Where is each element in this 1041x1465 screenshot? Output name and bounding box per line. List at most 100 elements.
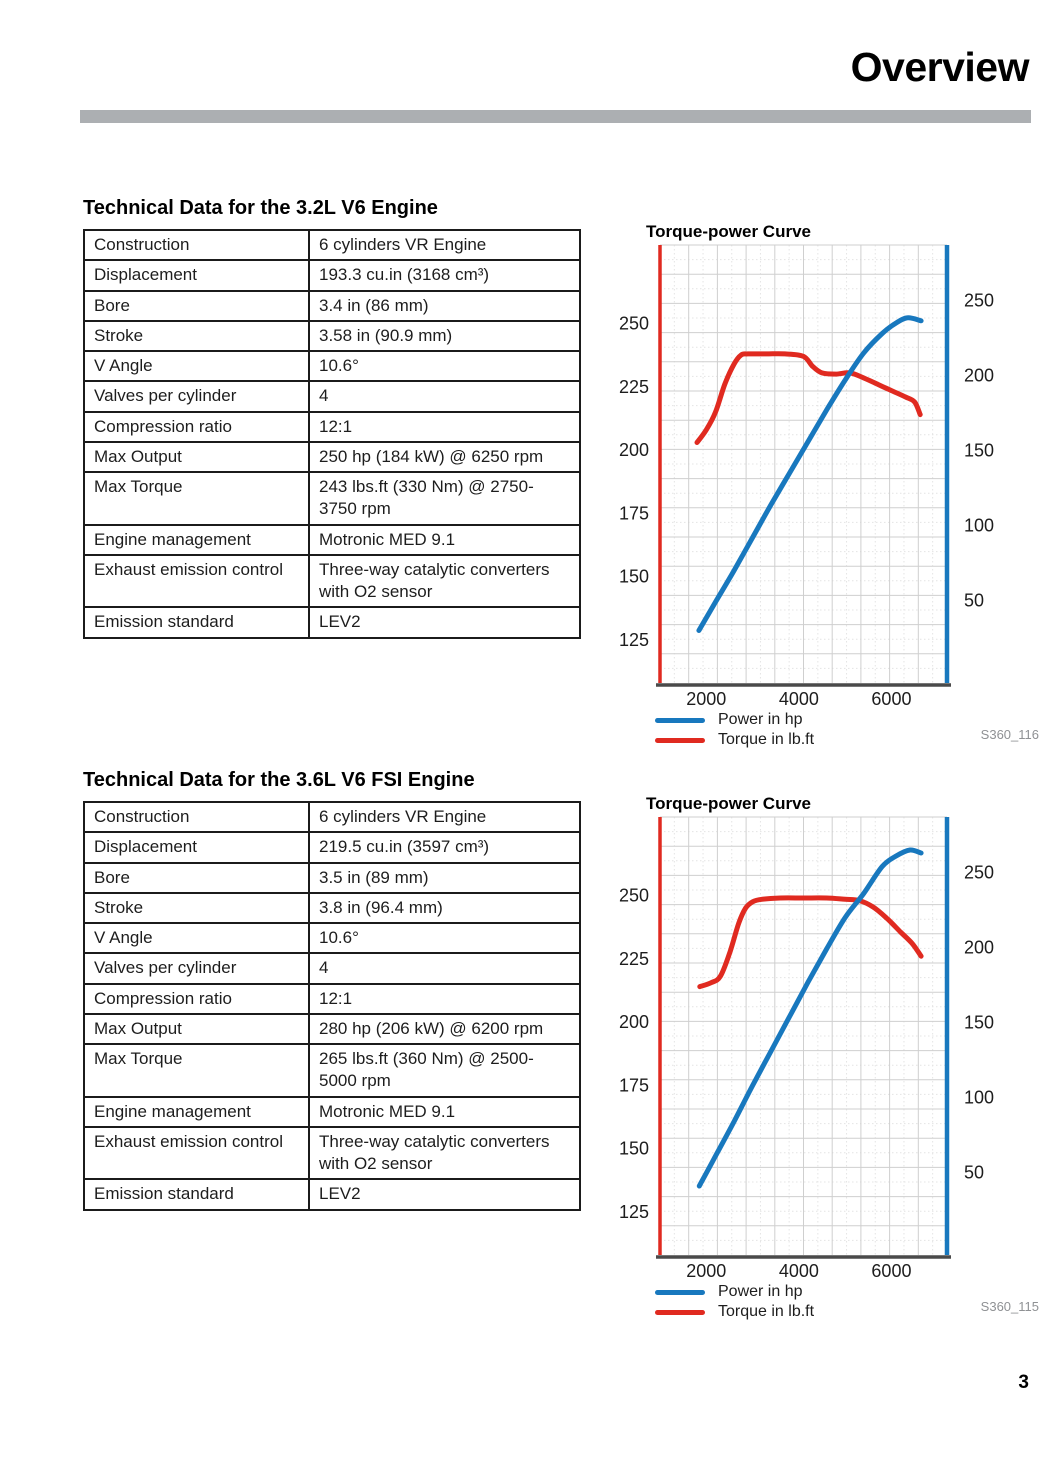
section-heading: Technical Data for the 3.6L V6 FSI Engin… <box>83 769 475 791</box>
chart-legend: Power in hp Torque in lb.ft <box>613 1282 1041 1322</box>
left-axis-tick: 125 <box>619 630 649 650</box>
legend-label: Power in hp <box>718 1283 803 1300</box>
right-axis-tick: 100 <box>964 1088 994 1108</box>
spec-table: Construction 6 cylinders VR Engine Displac… <box>83 800 581 1211</box>
table-row: Exhaust emission control Three-way cataly… <box>83 553 581 609</box>
spec-label: Bore <box>83 861 310 894</box>
spec-value: 280 hp (206 kW) @ 6200 rpm <box>308 1012 581 1046</box>
legend-item: Torque in lb.ft <box>655 730 1041 750</box>
x-axis-tick: 6000 <box>871 1261 911 1281</box>
torque-power-chart-3-6l: Torque-power Curve 250 225 200 175 150 125 250… <box>613 794 1041 1334</box>
spec-value: 6 cylinders VR Engine <box>308 228 581 262</box>
left-axis-tick: 175 <box>619 503 649 523</box>
spec-label: Compression ratio <box>83 410 310 443</box>
chart-footer: Power in hp Torque in lb.ft S360_115 <box>613 1282 1041 1334</box>
left-axis-tick: 150 <box>619 1139 649 1159</box>
section-3-6l-v6-fsi: Technical Data for the 3.6L V6 FSI Engin… <box>83 768 581 1211</box>
x-axis-tick: 4000 <box>779 689 819 709</box>
figure-code: S360_116 <box>980 727 1039 742</box>
chart-legend: Power in hp Torque in lb.ft <box>613 710 1041 750</box>
right-axis-tick: 150 <box>964 441 994 461</box>
chart-plot-area: 250 225 200 175 150 125 250 200 150 100 50 2000 4000… <box>613 814 1041 1282</box>
torque-power-chart-3-2l: Torque-power Curve 250 225 200 175 150 125 250… <box>613 222 1041 762</box>
legend-item: Power in hp <box>655 1282 1041 1302</box>
spec-value: 3.58 in (90.9 mm) <box>308 319 581 353</box>
spec-value: 3.4 in (86 mm) <box>308 289 581 322</box>
legend-label: Torque in lb.ft <box>718 1303 815 1320</box>
table-row: Stroke 3.8 in (96.4 mm) <box>83 891 581 925</box>
section-heading: Technical Data for the 3.2L V6 Engine <box>83 197 438 219</box>
legend-label: Power in hp <box>718 711 803 728</box>
table-row: Max Output 280 hp (206 kW) @ 6200 rpm <box>83 1012 581 1046</box>
legend-item: Torque in lb.ft <box>655 1302 1041 1322</box>
spec-label: Max Output <box>83 440 310 474</box>
table-row: V Angle 10.6° <box>83 350 581 383</box>
page-title: Overview <box>850 44 1030 90</box>
page-number: 3 <box>1018 1372 1029 1393</box>
table-row: Valves per cylinder 4 <box>83 380 581 413</box>
spec-value: 12:1 <box>308 982 581 1015</box>
left-axis-tick: 200 <box>619 1012 649 1032</box>
table-row: Compression ratio 12:1 <box>83 410 581 443</box>
spec-value: 243 lbs.ft (330 Nm) @ 2750-3750 rpm <box>308 471 581 526</box>
chart-title: Torque-power Curve <box>646 794 811 813</box>
power-curve <box>696 847 924 1189</box>
spec-value: 10.6° <box>308 350 581 383</box>
spec-label: Stroke <box>83 319 310 353</box>
right-axis-tick: 200 <box>964 366 994 386</box>
power-curve <box>696 315 924 633</box>
legend-swatch-power <box>655 1289 705 1295</box>
spec-value: 250 hp (184 kW) @ 6250 rpm <box>308 440 581 474</box>
right-axis-tick: 50 <box>964 591 984 611</box>
table-row: Engine management Motronic MED 9.1 <box>83 523 581 556</box>
spec-label: Construction <box>83 228 310 262</box>
spec-label: Engine management <box>83 523 310 556</box>
header-rule <box>80 110 1031 123</box>
spec-value: LEV2 <box>308 1178 581 1211</box>
spec-label: Exhaust emission control <box>83 1125 310 1181</box>
table-row: Displacement 219.5 cu.in (3597 cm³) <box>83 831 581 864</box>
spec-label: Max Torque <box>83 1043 310 1098</box>
spec-value: 193.3 cu.in (3168 cm³) <box>308 259 581 292</box>
table-row: Emission standard LEV2 <box>83 1178 581 1211</box>
spec-value: LEV2 <box>308 606 581 639</box>
spec-table-body: Construction 6 cylinders VR Engine Displac… <box>83 228 581 639</box>
spec-value: 4 <box>308 952 581 985</box>
legend-swatch-torque <box>655 1309 705 1315</box>
table-row: Displacement 193.3 cu.in (3168 cm³) <box>83 259 581 292</box>
x-axis-tick: 2000 <box>686 1261 726 1281</box>
table-row: Valves per cylinder 4 <box>83 952 581 985</box>
table-row: Construction 6 cylinders VR Engine <box>83 228 581 262</box>
spec-value: Motronic MED 9.1 <box>308 523 581 556</box>
left-axis-tick: 250 <box>619 313 649 333</box>
figure-code: S360_115 <box>980 1299 1039 1314</box>
spec-table-body: Construction 6 cylinders VR Engine Displac… <box>83 800 581 1211</box>
legend-item: Power in hp <box>655 710 1041 730</box>
spec-value: 219.5 cu.in (3597 cm³) <box>308 831 581 864</box>
right-axis-tick: 250 <box>964 863 994 883</box>
left-axis-tick: 250 <box>619 885 649 905</box>
table-row: Exhaust emission control Three-way cataly… <box>83 1125 581 1181</box>
table-row: Max Torque 265 lbs.ft (360 Nm) @ 2500-500… <box>83 1043 581 1098</box>
spec-label: Exhaust emission control <box>83 553 310 609</box>
spec-label: V Angle <box>83 922 310 955</box>
table-row: Engine management Motronic MED 9.1 <box>83 1095 581 1128</box>
table-row: Stroke 3.58 in (90.9 mm) <box>83 319 581 353</box>
spec-label: V Angle <box>83 350 310 383</box>
left-axis-tick: 175 <box>619 1075 649 1095</box>
table-row: Bore 3.5 in (89 mm) <box>83 861 581 894</box>
table-row: Compression ratio 12:1 <box>83 982 581 1015</box>
torque-power-plot: 250 225 200 175 150 125 250 200 150 100 50 2000 4000… <box>619 816 994 1281</box>
spec-value: 6 cylinders VR Engine <box>308 800 581 834</box>
legend-swatch-torque <box>655 737 705 743</box>
x-axis-tick: 4000 <box>779 1261 819 1281</box>
spec-label: Valves per cylinder <box>83 952 310 985</box>
torque-curve <box>694 351 923 445</box>
left-axis-tick: 125 <box>619 1202 649 1222</box>
spec-label: Displacement <box>83 259 310 292</box>
spec-label: Bore <box>83 289 310 322</box>
spec-value: Motronic MED 9.1 <box>308 1095 581 1128</box>
right-axis-tick: 250 <box>964 291 994 311</box>
spec-table: Construction 6 cylinders VR Engine Displac… <box>83 228 581 639</box>
spec-label: Stroke <box>83 891 310 925</box>
